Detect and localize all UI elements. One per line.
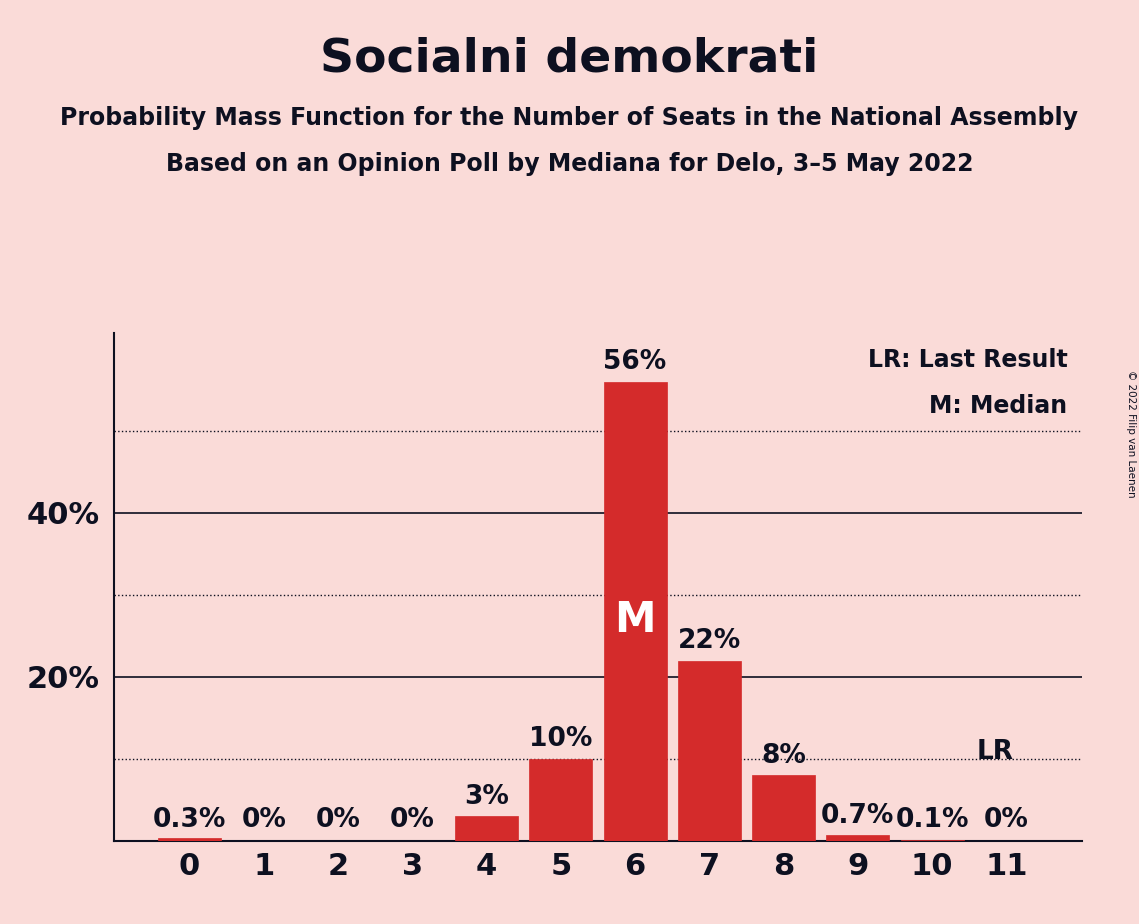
Bar — [604, 382, 666, 841]
Text: 0.3%: 0.3% — [153, 807, 227, 833]
Text: 3%: 3% — [464, 784, 509, 809]
Text: Based on an Opinion Poll by Mediana for Delo, 3–5 May 2022: Based on an Opinion Poll by Mediana for … — [166, 152, 973, 176]
Bar — [454, 816, 518, 841]
Text: LR: LR — [977, 739, 1014, 765]
Text: M: M — [614, 599, 656, 640]
Text: Probability Mass Function for the Number of Seats in the National Assembly: Probability Mass Function for the Number… — [60, 106, 1079, 130]
Text: 0%: 0% — [984, 807, 1029, 833]
Text: 0%: 0% — [390, 807, 435, 833]
Text: 10%: 10% — [530, 726, 592, 752]
Text: LR: Last Result: LR: Last Result — [868, 347, 1067, 371]
Text: 0%: 0% — [241, 807, 286, 833]
Text: Socialni demokrati: Socialni demokrati — [320, 37, 819, 82]
Text: 0.1%: 0.1% — [895, 807, 969, 833]
Text: 56%: 56% — [604, 349, 666, 375]
Bar — [530, 759, 592, 841]
Text: 8%: 8% — [761, 743, 806, 769]
Bar — [752, 775, 816, 841]
Text: 22%: 22% — [678, 628, 741, 654]
Bar — [158, 838, 221, 841]
Text: M: Median: M: Median — [929, 394, 1067, 418]
Text: © 2022 Filip van Laenen: © 2022 Filip van Laenen — [1126, 370, 1136, 497]
Bar — [678, 661, 741, 841]
Text: 0.7%: 0.7% — [821, 803, 894, 829]
Text: 0%: 0% — [316, 807, 360, 833]
Bar — [827, 835, 890, 841]
